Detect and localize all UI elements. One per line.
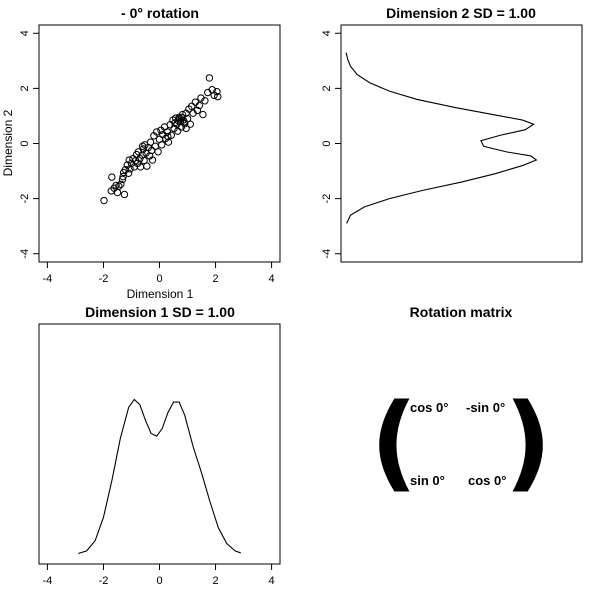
scatter-points: [100, 74, 222, 205]
scatter-point: [167, 131, 175, 139]
scatter-x-tick-label: 0: [156, 273, 162, 285]
scatter-point: [164, 132, 172, 141]
dimension2-y-tick-label: 0: [321, 140, 333, 146]
scatter-point: [118, 175, 127, 184]
scatter-point: [100, 196, 108, 205]
matrix-r1c2: -sin 0°: [466, 400, 505, 415]
dimension2-y-tick-label: -4: [321, 249, 333, 259]
scatter-point: [124, 169, 133, 177]
scatter-point: [193, 106, 202, 115]
matrix-right-paren: ): [504, 381, 552, 503]
scatter-y-axis: -4 -2 0 2 4: [19, 30, 39, 259]
scatter-y-tick-label: -2: [19, 194, 31, 204]
scatter-x-tick-label: 4: [269, 273, 275, 285]
scatter-point: [201, 97, 209, 105]
scatter-y-tick-label: -4: [19, 249, 31, 259]
dimension2-y-tick-label: -2: [321, 194, 333, 204]
scatter-point: [213, 87, 221, 96]
dimension1-x-tick-label: 2: [212, 575, 218, 587]
scatter-y-label: Dimension 2: [1, 109, 15, 176]
dimension1-plot-box: [38, 323, 281, 565]
scatter-point: [136, 154, 144, 163]
scatter-point: [120, 190, 129, 199]
dimension2-y-tick-label: 2: [321, 85, 333, 91]
scatter-point: [171, 119, 179, 127]
scatter-y-tick-label: 2: [19, 85, 31, 91]
scatter-point: [138, 142, 147, 150]
scatter-point: [115, 182, 123, 190]
scatter-panel: - 0° rotation -4 -2 0 2 4 -4 -2 0 2 4 Dimension …: [1, 5, 281, 301]
matrix-left-paren: (: [370, 381, 418, 503]
scatter-point: [117, 180, 125, 188]
dimension2-density-title: Dimension 2 SD = 1.00: [386, 5, 536, 21]
scatter-point: [182, 124, 190, 133]
scatter-x-tick-label: -4: [43, 273, 53, 285]
scatter-point: [148, 156, 157, 164]
scatter-y-tick-label: 0: [19, 140, 31, 146]
dimension1-x-tick-label: -4: [43, 575, 53, 587]
scatter-point: [143, 162, 151, 170]
dimension1-density-curve: [78, 398, 241, 555]
scatter-point: [205, 74, 214, 82]
dimension1-density-panel: Dimension 1 SD = 1.00 -4 -2 0 2 4: [38, 304, 281, 587]
scatter-x-axis: -4 -2 0 2 4: [43, 261, 275, 285]
scatter-plot-box: [38, 24, 281, 263]
scatter-point: [152, 128, 161, 136]
dimension1-x-tick-label: 0: [156, 575, 162, 587]
dimension2-y-tick-label: 4: [321, 30, 333, 36]
scatter-point: [164, 138, 173, 146]
scatter-point: [108, 173, 116, 181]
scatter-point: [158, 141, 166, 149]
dimension2-density-panel: Dimension 2 SD = 1.00 -4 -2 0 2 4: [321, 5, 583, 263]
rotation-matrix-panel: Rotation matrix ( ) cos 0° -sin 0° sin 0…: [370, 304, 552, 503]
scatter-point: [174, 117, 183, 125]
scatter-x-tick-label: 2: [212, 273, 218, 285]
scatter-point: [146, 138, 155, 146]
scatter-point: [119, 172, 127, 181]
scatter-x-tick-label: -2: [99, 273, 109, 285]
scatter-point: [214, 92, 222, 101]
scatter-point: [195, 101, 203, 110]
scatter-point: [154, 148, 162, 156]
dimension1-x-axis: -4 -2 0 2 4: [43, 564, 275, 587]
scatter-point: [188, 102, 196, 110]
matrix-r2c1: sin 0°: [410, 473, 445, 488]
scatter-point: [126, 165, 134, 173]
scatter-point: [191, 98, 200, 106]
dimension2-y-axis: -4 -2 0 2 4: [321, 30, 341, 259]
matrix-r1c1: cos 0°: [410, 400, 448, 415]
scatter-x-label: Dimension 1: [127, 287, 194, 301]
dimension1-x-tick-label: 4: [269, 575, 275, 587]
dimension1-density-title: Dimension 1 SD = 1.00: [85, 304, 235, 320]
scatter-point: [113, 188, 122, 197]
scatter-point: [199, 110, 207, 119]
dimension2-plot-box: [340, 24, 583, 263]
rotation-matrix-title: Rotation matrix: [410, 304, 513, 320]
matrix-r2c2: cos 0°: [468, 473, 506, 488]
scatter-title: - 0° rotation: [121, 5, 199, 21]
scatter-point: [180, 118, 188, 126]
scatter-y-tick-label: 4: [19, 30, 31, 36]
scatter-point: [174, 127, 182, 135]
dimension2-density-curve: [345, 52, 538, 224]
dimension1-x-tick-label: -2: [99, 575, 109, 587]
